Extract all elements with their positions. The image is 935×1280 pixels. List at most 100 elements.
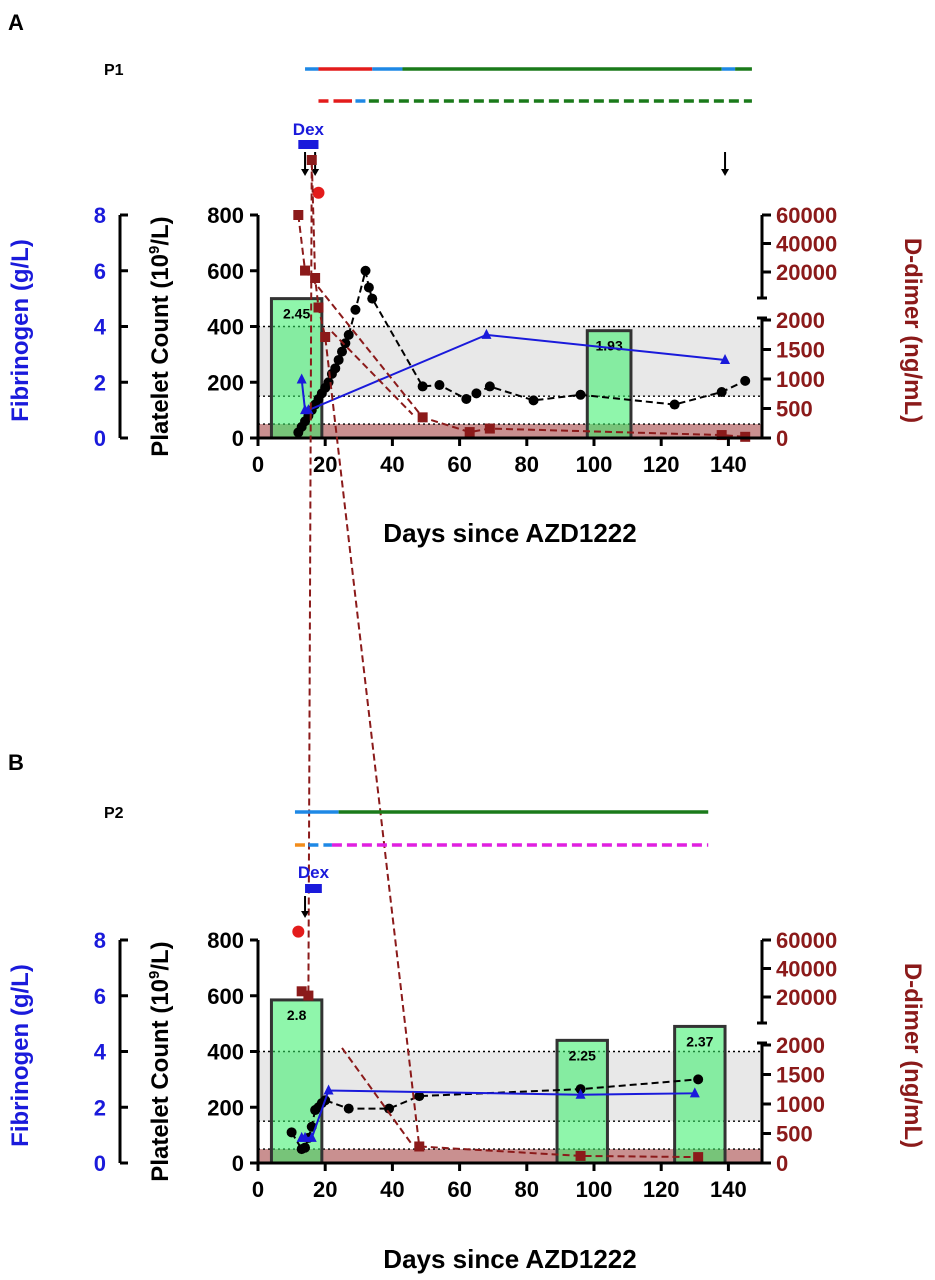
ddimer-tick-label: 2000 <box>776 1033 825 1058</box>
fibrinogen-point <box>481 328 492 339</box>
ddimer-point <box>313 302 324 313</box>
ddimer-tick-label: 1500 <box>776 1063 825 1088</box>
fibrinogen-tick-label: 2 <box>94 1095 106 1120</box>
panel-label: B <box>8 750 24 775</box>
ddimer-point <box>300 265 311 276</box>
x-axis-label: Days since AZD1222 <box>383 1244 636 1274</box>
fibrinogen-tick-label: 6 <box>94 984 106 1009</box>
platelet-tick-label: 600 <box>207 984 244 1009</box>
ddimer-point <box>414 1141 425 1152</box>
event-arrow-head <box>301 169 310 176</box>
dex-bar <box>305 884 322 893</box>
x-tick-label: 40 <box>380 452 404 477</box>
x-tick-label: 0 <box>252 1177 264 1202</box>
x-tick-label: 140 <box>710 452 747 477</box>
bar-label: 2.45 <box>283 306 310 322</box>
fibrinogen-tick-label: 4 <box>94 315 107 340</box>
series-line-ddimer <box>301 159 699 1159</box>
platelet-point <box>343 329 354 340</box>
event-dot <box>312 186 325 199</box>
ddimer-point <box>417 412 428 423</box>
ddimer-point <box>464 427 475 438</box>
fibrinogen-tick-label: 0 <box>94 426 106 451</box>
platelet-axis-label: Platelet Count (109/L) <box>146 941 174 1181</box>
series-line-ddimer_gap <box>331 331 414 416</box>
treatment-bar <box>555 1038 609 1165</box>
fibrinogen-tick-label: 8 <box>94 203 106 228</box>
x-tick-label: 20 <box>313 1177 337 1202</box>
platelet-point <box>343 1103 354 1114</box>
x-tick-label: 60 <box>447 1177 471 1202</box>
fibrinogen-point <box>296 373 307 384</box>
platelet-point <box>330 363 341 374</box>
ddimer-tick-label: 40000 <box>776 232 837 257</box>
ddimer-point <box>484 423 495 434</box>
platelet-label-part: Platelet Count (10 <box>147 254 174 457</box>
low-platelet-band <box>258 1149 762 1163</box>
ddimer-axis-label: D-dimer (ng/mL) <box>899 238 926 423</box>
platelet-point <box>471 388 482 399</box>
series-line-ddimer_gap <box>341 1047 414 1146</box>
x-tick-label: 140 <box>710 1177 747 1202</box>
platelet-label-part: /L) <box>147 216 174 245</box>
bar-label: 1.93 <box>595 338 622 354</box>
event-arrow-head <box>311 169 320 176</box>
fibrinogen-axis-label: Fibrinogen (g/L) <box>7 964 34 1147</box>
platelet-tick-label: 200 <box>207 370 244 395</box>
platelet-tick-label: 600 <box>207 259 244 284</box>
x-tick-label: 100 <box>576 452 613 477</box>
platelet-point <box>693 1074 704 1085</box>
ddimer-point <box>575 1150 586 1161</box>
fibrinogen-point <box>689 1087 700 1098</box>
ddimer-tick-label: 1000 <box>776 367 825 392</box>
platelet-point <box>740 375 751 386</box>
ddimer-tick-label: 60000 <box>776 203 837 228</box>
platelet-label-part: /L) <box>147 941 174 970</box>
ddimer-point <box>320 332 331 342</box>
fibrinogen-tick-label: 8 <box>94 928 106 953</box>
platelet-point <box>414 1091 425 1102</box>
platelet-point <box>484 381 495 392</box>
platelet-point <box>360 265 371 276</box>
ddimer-axis-label: D-dimer (ng/mL) <box>899 963 926 1148</box>
event-arrow-head <box>301 911 310 918</box>
ddimer-point <box>306 155 317 165</box>
ddimer-point <box>693 1152 704 1163</box>
event-dot <box>292 925 305 938</box>
platelet-tick-label: 200 <box>207 1095 244 1120</box>
platelet-axis-label: Platelet Count (109/L) <box>146 216 174 456</box>
platelet-point <box>340 338 351 349</box>
platelet-tick-label: 400 <box>207 1040 244 1065</box>
fibrinogen-tick-label: 4 <box>94 1040 107 1065</box>
fibrinogen-tick-label: 0 <box>94 1151 106 1176</box>
platelet-point <box>669 399 680 410</box>
dex-label: Dex <box>293 120 325 139</box>
fibrinogen-point <box>720 353 731 364</box>
panel-label: A <box>8 10 24 35</box>
event-arrow-head <box>721 169 730 176</box>
ddimer-tick-label: 0 <box>776 1151 788 1176</box>
ddimer-tick-label: 2000 <box>776 308 825 333</box>
ddimer-point <box>310 273 321 283</box>
x-tick-label: 120 <box>643 452 680 477</box>
dex-label: Dex <box>298 863 330 882</box>
patient-label: P2 <box>104 805 124 822</box>
platelet-tick-label: 0 <box>232 1151 244 1176</box>
low-platelet-band <box>258 424 762 438</box>
ddimer-tick-label: 60000 <box>776 928 837 953</box>
platelet-point <box>350 304 361 315</box>
platelet-point <box>417 381 428 392</box>
ddimer-tick-label: 40000 <box>776 957 837 982</box>
ddimer-tick-label: 20000 <box>776 260 837 285</box>
fibrinogen-point <box>323 1084 334 1095</box>
platelet-point <box>286 1127 297 1138</box>
platelet-label-sup: 9 <box>146 246 163 254</box>
fibrinogen-point <box>575 1088 586 1099</box>
ddimer-tick-label: 0 <box>776 426 788 451</box>
ddimer-tick-label: 20000 <box>776 985 837 1010</box>
x-tick-label: 0 <box>252 452 264 477</box>
fibrinogen-point <box>303 404 314 415</box>
